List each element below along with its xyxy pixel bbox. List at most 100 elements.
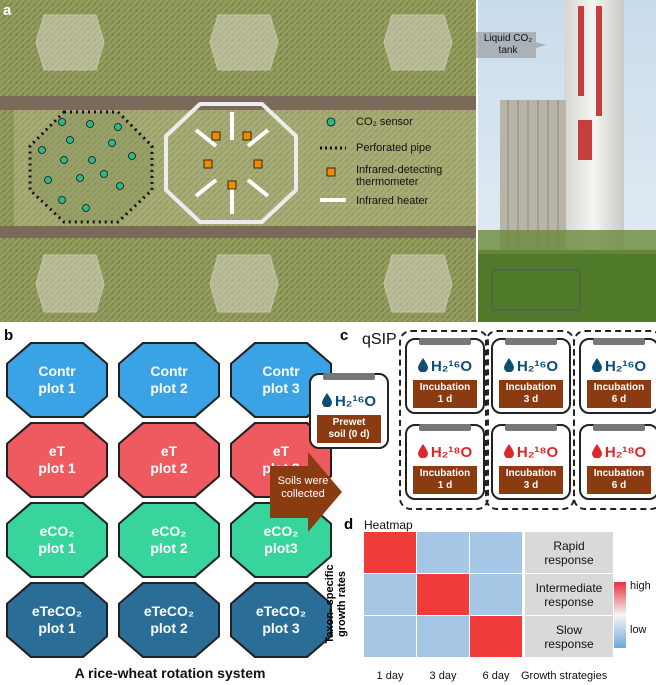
plot-number: plot 3 [262,380,300,396]
heatmap-cell [364,532,416,573]
plot-treatment: eCO₂ [39,523,75,539]
strategy-label-line: response [544,636,594,651]
plot-number: plot 1 [38,540,76,556]
plot-octagon: eTeCO₂ plot 1 [8,584,106,656]
plot-treatment: Contr [150,363,188,379]
jar-cap [323,373,375,380]
incubation-group-box [573,330,656,510]
jar-soil-label: Incubation 3 d [499,466,563,494]
jar-label-line1: Incubation [419,468,471,479]
isotope-formula: H₂¹⁸O [604,444,647,461]
plot-treatment: Contr [262,363,300,379]
soil-jar: H₂¹⁶O Incubation 6 d [579,338,656,414]
isotope-o16-label: H₂¹⁶O [581,358,656,375]
plot-number: plot 2 [150,540,188,556]
legend-thermometer-line1: Infrared-detecting [356,164,443,176]
tank-photo [478,0,656,322]
jar-soil-label: Incubation 1 d [413,466,477,494]
jar-label-line1: Incubation [593,468,645,479]
plot-octagon: eCO₂ plot 1 [8,504,106,576]
isotope-formula: H₂¹⁸O [516,444,559,461]
plot-octagon: eT plot 2 [120,424,218,496]
collect-arrow-label: Soils were collected [272,475,334,501]
plot-number: plot 2 [150,620,188,636]
jar-cap [593,424,645,431]
strategy-label: Intermediate response [525,574,613,615]
heatmap-ylabel-line1: Taxon- specific [324,564,336,644]
jar-label-line2: 3 d [523,394,539,405]
isotope-o18-label: H₂¹⁸O [493,444,569,461]
plot-treatment: eCO₂ [263,523,299,539]
isotope-formula: H₂¹⁸O [430,444,473,461]
plot-octagon: eCO₂ plot 2 [120,504,218,576]
strategy-label: Slow response [525,616,613,657]
tank-label-line2: tank [498,45,518,56]
plot-number: plot 2 [150,380,188,396]
heatmap-cell [364,616,416,657]
heatmap-x-label: 1 day [376,670,404,682]
rotation-caption: A rice-wheat rotation system [74,665,266,681]
jar-cap [593,338,645,345]
collect-arrow-line2: collected [281,488,325,500]
plot-treatment: eT [160,443,178,459]
isotope-formula: H₂¹⁶O [430,358,473,375]
isotope-o16-label: H₂¹⁶O [493,358,569,375]
plot-octagon: eTeCO₂ plot 3 [232,584,330,656]
heatmap-cell [417,616,469,657]
soil-jar: H₂¹⁶O Prewet soil (0 d) [309,373,389,449]
heatmap-cell [417,574,469,615]
plot-treatment: Contr [38,363,76,379]
aerial-photo [0,0,476,322]
legend-thermometer-line2: thermometer [356,176,419,188]
isotope-formula: H₂¹⁶O [516,358,559,375]
heatmap-colorbar [614,582,626,648]
strategy-label-line: response [544,552,594,567]
heatmap-ylabel-line2: growth rates [336,571,348,638]
soil-jar: H₂¹⁸O Incubation 6 d [579,424,656,500]
jar-label-line2: 1 d [437,480,453,491]
legend-perforated-pipe: Perforated pipe [356,142,432,154]
heatmap-x-extra-label: Growth strategies [521,670,608,682]
collect-arrow-icon [270,452,342,532]
isotope-formula: H₂¹⁶O [334,393,377,410]
panel-c-letter: c [340,327,349,344]
legend-sensor-icon [326,117,336,127]
jar-soil-label: Incubation 3 d [499,380,563,408]
heatmap-title: Heatmap [364,518,413,532]
plot-treatment: eT [48,443,66,459]
plot-number: plot 1 [38,460,76,476]
plot-number: plot 1 [38,620,76,636]
heatmap-ylabel: Taxon- specific growth rates [324,548,348,660]
isotope-formula: H₂¹⁶O [604,358,647,375]
jar-label-line2: soil (0 d) [328,429,370,440]
incubation-group-box [399,330,489,510]
soil-jar: H₂¹⁸O Incubation 3 d [491,424,571,500]
isotope-o16-label: H₂¹⁶O [311,393,387,410]
panel-d-letter: d [344,516,354,533]
plot-number: plot 1 [38,380,76,396]
strategy-label: Rapid response [525,532,613,573]
jar-cap [419,338,471,345]
plot-number: plot3 [264,540,298,556]
legend-co2-sensor: CO₂ sensor [356,116,413,128]
jar-label-line1: Prewet [332,417,366,428]
strategy-label-line: Intermediate [535,580,603,595]
jar-soil-label: Incubation 6 d [587,380,651,408]
tank-label-box [476,32,546,58]
collect-arrow-line1: Soils were [277,475,329,487]
thermometer-squares [203,131,263,190]
plot-treatment: eTeCO₂ [143,603,195,619]
heatmap-cell [470,616,522,657]
jar-label-line1: Incubation [505,382,557,393]
isotope-o16-label: H₂¹⁶O [407,358,483,375]
plot-treatment: eT [272,443,290,459]
plot-treatment: eTeCO₂ [255,603,307,619]
qsip-title: qSIP [362,331,397,348]
co2-plot-octagon [28,110,154,224]
panel-b-letter: b [4,327,14,344]
heatmap-x-label: 6 day [482,670,510,682]
strategy-label-line: Slow [555,622,582,637]
jar-label-line1: Incubation [505,468,557,479]
heatmap-cell [470,574,522,615]
panel-a-letter: a [3,2,12,19]
